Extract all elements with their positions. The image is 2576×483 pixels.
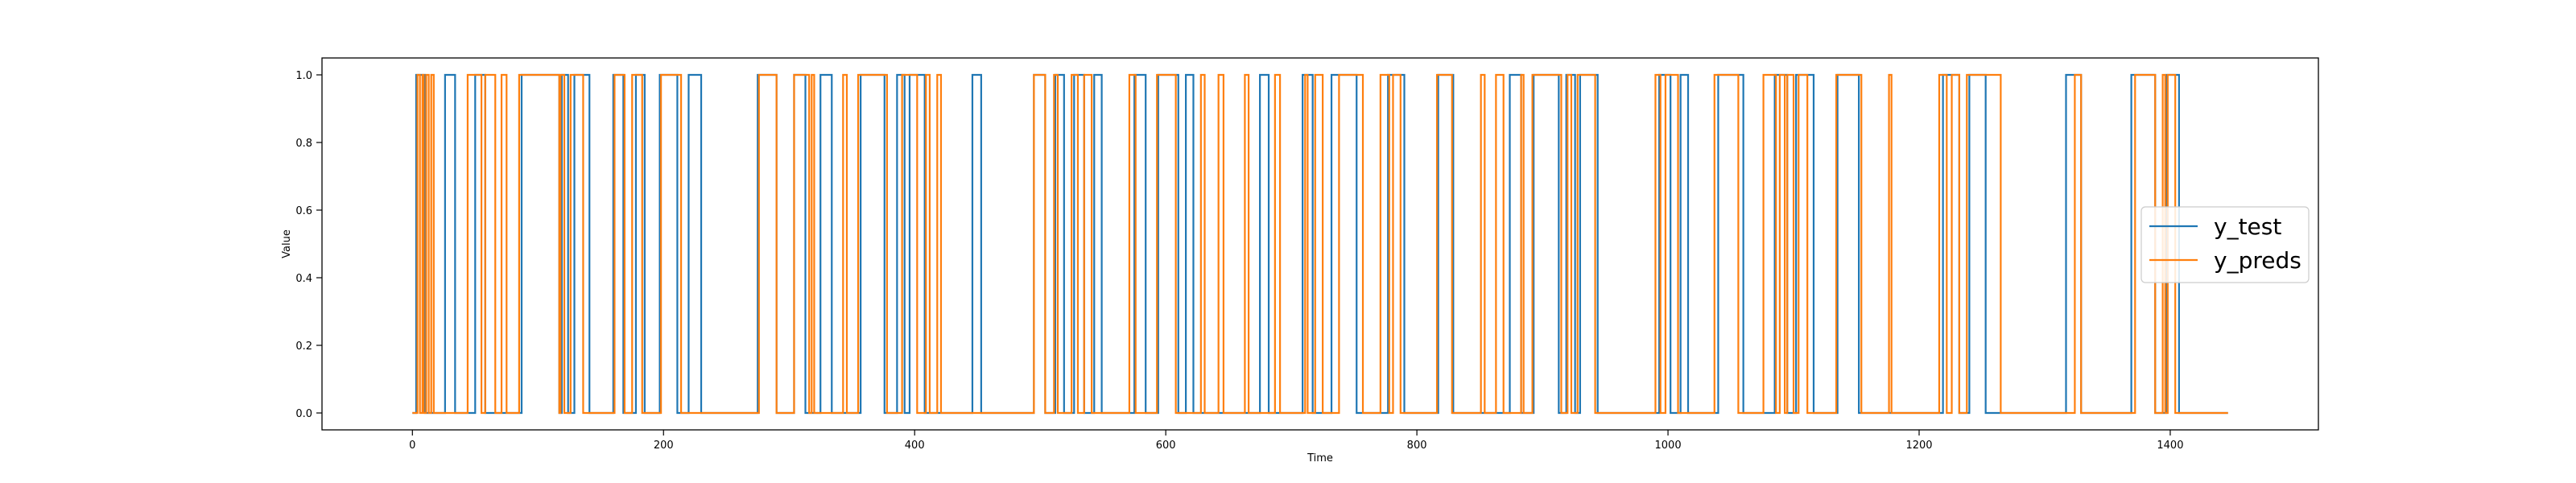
y-tick-label: 0.8 — [295, 138, 312, 150]
legend-label-y-preds: y_preds — [2214, 247, 2301, 274]
x-tick-label: 800 — [1407, 440, 1427, 452]
y-tick-label: 0.0 — [295, 408, 312, 420]
y-tick-label: 0.6 — [295, 205, 312, 217]
x-axis-ticks: 0 200 400 600 800 1000 1200 1400 — [409, 430, 2183, 452]
x-tick-label: 1400 — [2157, 440, 2183, 452]
series-layer — [412, 73, 2228, 415]
legend-label-y-test: y_test — [2214, 213, 2281, 240]
y-axis-label: Value — [281, 229, 293, 258]
x-tick-label: 600 — [1156, 440, 1176, 452]
x-tick-label: 1200 — [1905, 440, 1932, 452]
x-axis-label: Time — [1307, 452, 1333, 464]
y-tick-label: 1.0 — [295, 70, 312, 82]
x-tick-label: 1000 — [1655, 440, 1682, 452]
axes-frame — [321, 57, 2319, 431]
plot-area — [322, 58, 2318, 430]
y-tick-label: 0.2 — [295, 341, 312, 353]
x-tick-label: 0 — [409, 440, 415, 452]
y-tick-label: 0.4 — [295, 273, 312, 285]
x-tick-label: 400 — [905, 440, 925, 452]
legend: y_test y_preds — [2140, 206, 2310, 283]
series-line-y-preds — [412, 73, 2228, 415]
y-axis-ticks: 0.0 0.2 0.4 0.6 0.8 1.0 — [295, 70, 322, 420]
x-tick-label: 200 — [654, 440, 674, 452]
